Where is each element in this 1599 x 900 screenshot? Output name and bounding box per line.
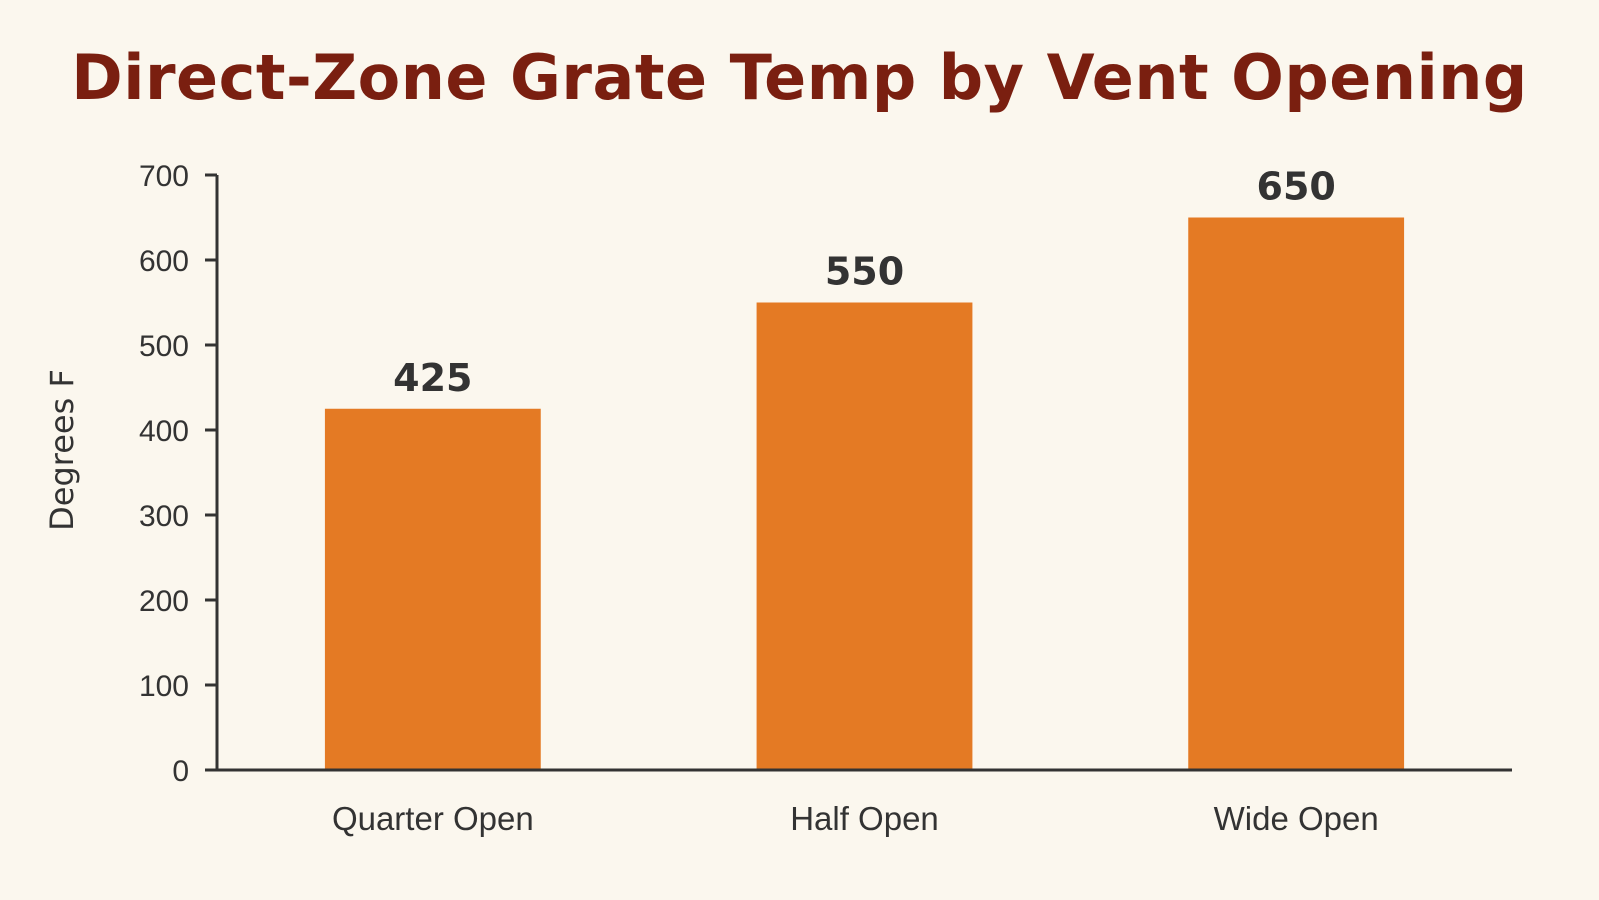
bar-half-open	[756, 302, 973, 770]
y-tick-label: 400	[139, 415, 189, 448]
y-tick-label: 600	[139, 245, 189, 278]
chart-title: Direct-Zone Grate Temp by Vent Opening	[71, 41, 1528, 114]
category-label: Quarter Open	[332, 800, 534, 837]
bar-wide-open	[1188, 217, 1405, 770]
y-tick-label: 300	[139, 500, 189, 533]
y-tick-label: 700	[139, 160, 189, 193]
value-label: 425	[393, 356, 472, 400]
bar-quarter-open	[324, 408, 541, 770]
value-label: 550	[825, 250, 904, 294]
y-tick-label: 200	[139, 585, 189, 618]
labels-layer: 425 Quarter Open 550 Half Open 650 Wide Open 0…	[139, 160, 1379, 837]
y-tick-label: 500	[139, 330, 189, 363]
category-label: Wide Open	[1214, 800, 1379, 837]
y-tick-label: 100	[139, 670, 189, 703]
y-tick-label: 0	[172, 755, 189, 788]
category-label: Half Open	[790, 800, 939, 837]
bars-layer	[324, 217, 1405, 770]
value-label: 650	[1257, 165, 1336, 209]
axes-layer	[205, 173, 1512, 772]
